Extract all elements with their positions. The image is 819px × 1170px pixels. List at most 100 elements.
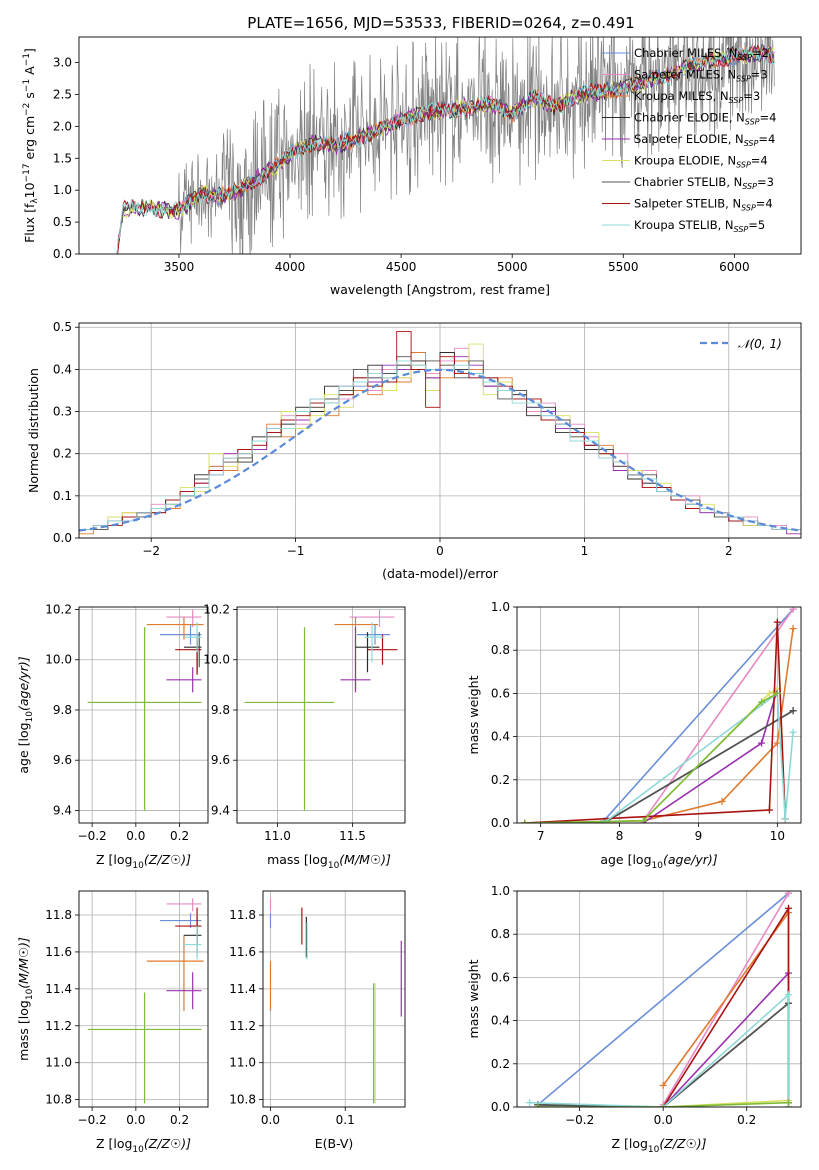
y-tick-label: 11.6 xyxy=(45,945,72,959)
y-tick-label: 11.2 xyxy=(45,1019,72,1033)
y-axis-label: Normed distribution xyxy=(26,368,41,493)
y-tick-label: 0.5 xyxy=(53,320,72,334)
y-tick-label: 9.4 xyxy=(53,803,72,817)
error-bars xyxy=(87,898,204,1104)
x-tick-label: −1 xyxy=(287,544,305,558)
legend-label: Kroupa STELIB, NSSP=5 xyxy=(634,218,765,234)
legend-label: Salpeter STELIB, NSSP=4 xyxy=(634,197,773,213)
x-tick-label: 6000 xyxy=(719,260,750,274)
y-tick-label: 1.0 xyxy=(53,183,72,197)
y-tick-label: 11.4 xyxy=(229,982,256,996)
x-tick-label: 10 xyxy=(770,829,785,843)
y-tick-label: 9.8 xyxy=(53,703,72,717)
weight-line-salpeter_stelib xyxy=(662,905,790,1107)
y-axis-label: mass [log10(M/M☉)] xyxy=(16,937,35,1061)
y-tick-label: 10.2 xyxy=(45,603,72,617)
x-tick-label: 8 xyxy=(616,829,624,843)
axes-frame xyxy=(516,606,802,824)
x-axis-label: (data-model)/error xyxy=(382,566,499,581)
weight-line-kroupa_elodie xyxy=(537,1099,789,1107)
y-tick-label: 1.0 xyxy=(491,600,510,614)
legend-label: Chabrier MILES, NSSP=2 xyxy=(634,46,769,62)
x-tick-label: −0.2 xyxy=(78,829,107,843)
x-axis-label: E(B-V) xyxy=(315,1136,354,1151)
x-tick-label: 0.0 xyxy=(126,829,145,843)
y-tick-label: 10.0 xyxy=(45,653,72,667)
y-axis-label: mass weight xyxy=(466,959,481,1038)
x-axis-label: Z [log10(Z/Z☉)] xyxy=(611,1136,706,1155)
y-tick-label: 0.3 xyxy=(53,405,72,419)
axes-frame xyxy=(78,606,209,824)
massweight_vs_Z-panel: −0.2 0.0 0.2 0.0 0.2 0.4 0.6 0.8 1.0 Z [log10(Z/Z… xyxy=(466,884,802,1155)
x-tick-label: 11.5 xyxy=(339,829,366,843)
legend-label: Kroupa MILES, NSSP=3 xyxy=(634,89,760,105)
x-tick-label: 7 xyxy=(537,829,545,843)
weight-line-chabrier_stelib xyxy=(537,1002,790,1107)
legend-label: Chabrier STELIB, NSSP=3 xyxy=(634,175,774,191)
y-tick-label: 10.8 xyxy=(229,1093,256,1107)
legend-label: Salpeter ELODIE, NSSP=4 xyxy=(634,132,775,148)
y-tick-label: 11.2 xyxy=(229,1019,256,1033)
y-tick-label: 0.0 xyxy=(53,531,72,545)
histograms xyxy=(79,330,801,538)
x-tick-label: 4500 xyxy=(386,260,417,274)
massweight_vs_age-panel: 7 8 9 10 0.0 0.2 0.4 0.6 0.8 1.0 age [log10(age/yr… xyxy=(466,600,802,871)
axes-frame xyxy=(262,890,406,1108)
residual-panel: −2 −1 0 1 2 0.0 0.1 0.2 0.3 0.4 0.5 (data-model)/er… xyxy=(26,320,802,581)
weight-line-kroupa_elodie xyxy=(524,688,778,823)
histogram-kroupa_stelib xyxy=(79,360,801,538)
x-tick-label: 2 xyxy=(725,544,733,558)
y-tick-label: 0.4 xyxy=(491,730,510,744)
y-tick-label: 10.2 xyxy=(203,603,230,617)
y-tick-label: 1.0 xyxy=(491,884,510,898)
y-tick-label: 0.0 xyxy=(53,247,72,261)
figure-title: PLATE=1656, MJD=53533, FIBERID=0264, z=0… xyxy=(247,14,634,32)
axes-frame xyxy=(516,890,802,1108)
x-axis-label: wavelength [Angstrom, rest frame] xyxy=(330,282,550,297)
spectrum-panel: 3500 4000 4500 5000 5500 6000 0.0 0.5 1.0 1.5 2.0 2… xyxy=(22,36,802,297)
x-tick-label: 0 xyxy=(436,544,444,558)
x-tick-label: 0.0 xyxy=(654,1113,673,1127)
x-tick-label: −2 xyxy=(142,544,160,558)
weight-line-kroupa_stelib xyxy=(603,691,794,823)
x-tick-label: −0.2 xyxy=(78,1113,107,1127)
y-axis-label: age [log10(age/yr)] xyxy=(16,656,35,773)
x-tick-label: 0.2 xyxy=(737,1113,756,1127)
y-tick-label: 0.2 xyxy=(491,1057,510,1071)
y-tick-label: 0.0 xyxy=(491,816,510,830)
legend-label: 𝒩(0, 1) xyxy=(738,337,782,351)
normal-curve xyxy=(79,368,799,532)
y-tick-label: 10.8 xyxy=(45,1093,72,1107)
x-axis-label: Z [log10(Z/Z☉)] xyxy=(96,852,191,871)
x-axis-label: mass [log10(M/M☉)] xyxy=(267,852,391,871)
y-tick-label: 0.5 xyxy=(53,215,72,229)
weight-line-chabrier_miles xyxy=(537,892,790,1106)
axes-frame xyxy=(78,36,802,255)
y-tick-label: 0.6 xyxy=(491,686,510,700)
x-axis-label: age [log10(age/yr)] xyxy=(600,852,717,871)
axes-frame xyxy=(78,322,802,539)
age_vs_Z-panel: −0.2 0.0 0.2 9.4 9.6 9.8 10.0 10.2 Z [log10(Z/Z☉… xyxy=(16,603,209,871)
axes-frame xyxy=(78,890,209,1108)
y-tick-label: 11.6 xyxy=(229,945,256,959)
x-tick-label: 5500 xyxy=(608,260,639,274)
x-tick-label: 11.0 xyxy=(264,829,291,843)
y-tick-label: 11.8 xyxy=(229,908,256,922)
error-bars xyxy=(87,609,204,811)
error-bars xyxy=(244,609,398,811)
x-tick-label: 3500 xyxy=(164,260,195,274)
y-tick-label: 11.0 xyxy=(45,1056,72,1070)
x-tick-label: 0.0 xyxy=(126,1113,145,1127)
x-tick-label: 0.1 xyxy=(336,1113,355,1127)
weight-line-chabrier_miles xyxy=(603,608,794,822)
y-tick-label: 0.2 xyxy=(53,447,72,461)
legend-label: Chabrier ELODIE, NSSP=4 xyxy=(634,111,776,127)
spectrum-legend: Chabrier MILES, NSSP=2 Salpeter MILES, NS… xyxy=(602,46,776,234)
weight-line-kroupa_miles xyxy=(524,628,794,823)
x-tick-label: 0.2 xyxy=(170,829,189,843)
x-tick-label: −0.2 xyxy=(565,1113,594,1127)
x-tick-label: 9 xyxy=(695,829,703,843)
data-spectrum xyxy=(116,37,775,254)
legend-label: Kroupa ELODIE, NSSP=4 xyxy=(634,154,768,170)
